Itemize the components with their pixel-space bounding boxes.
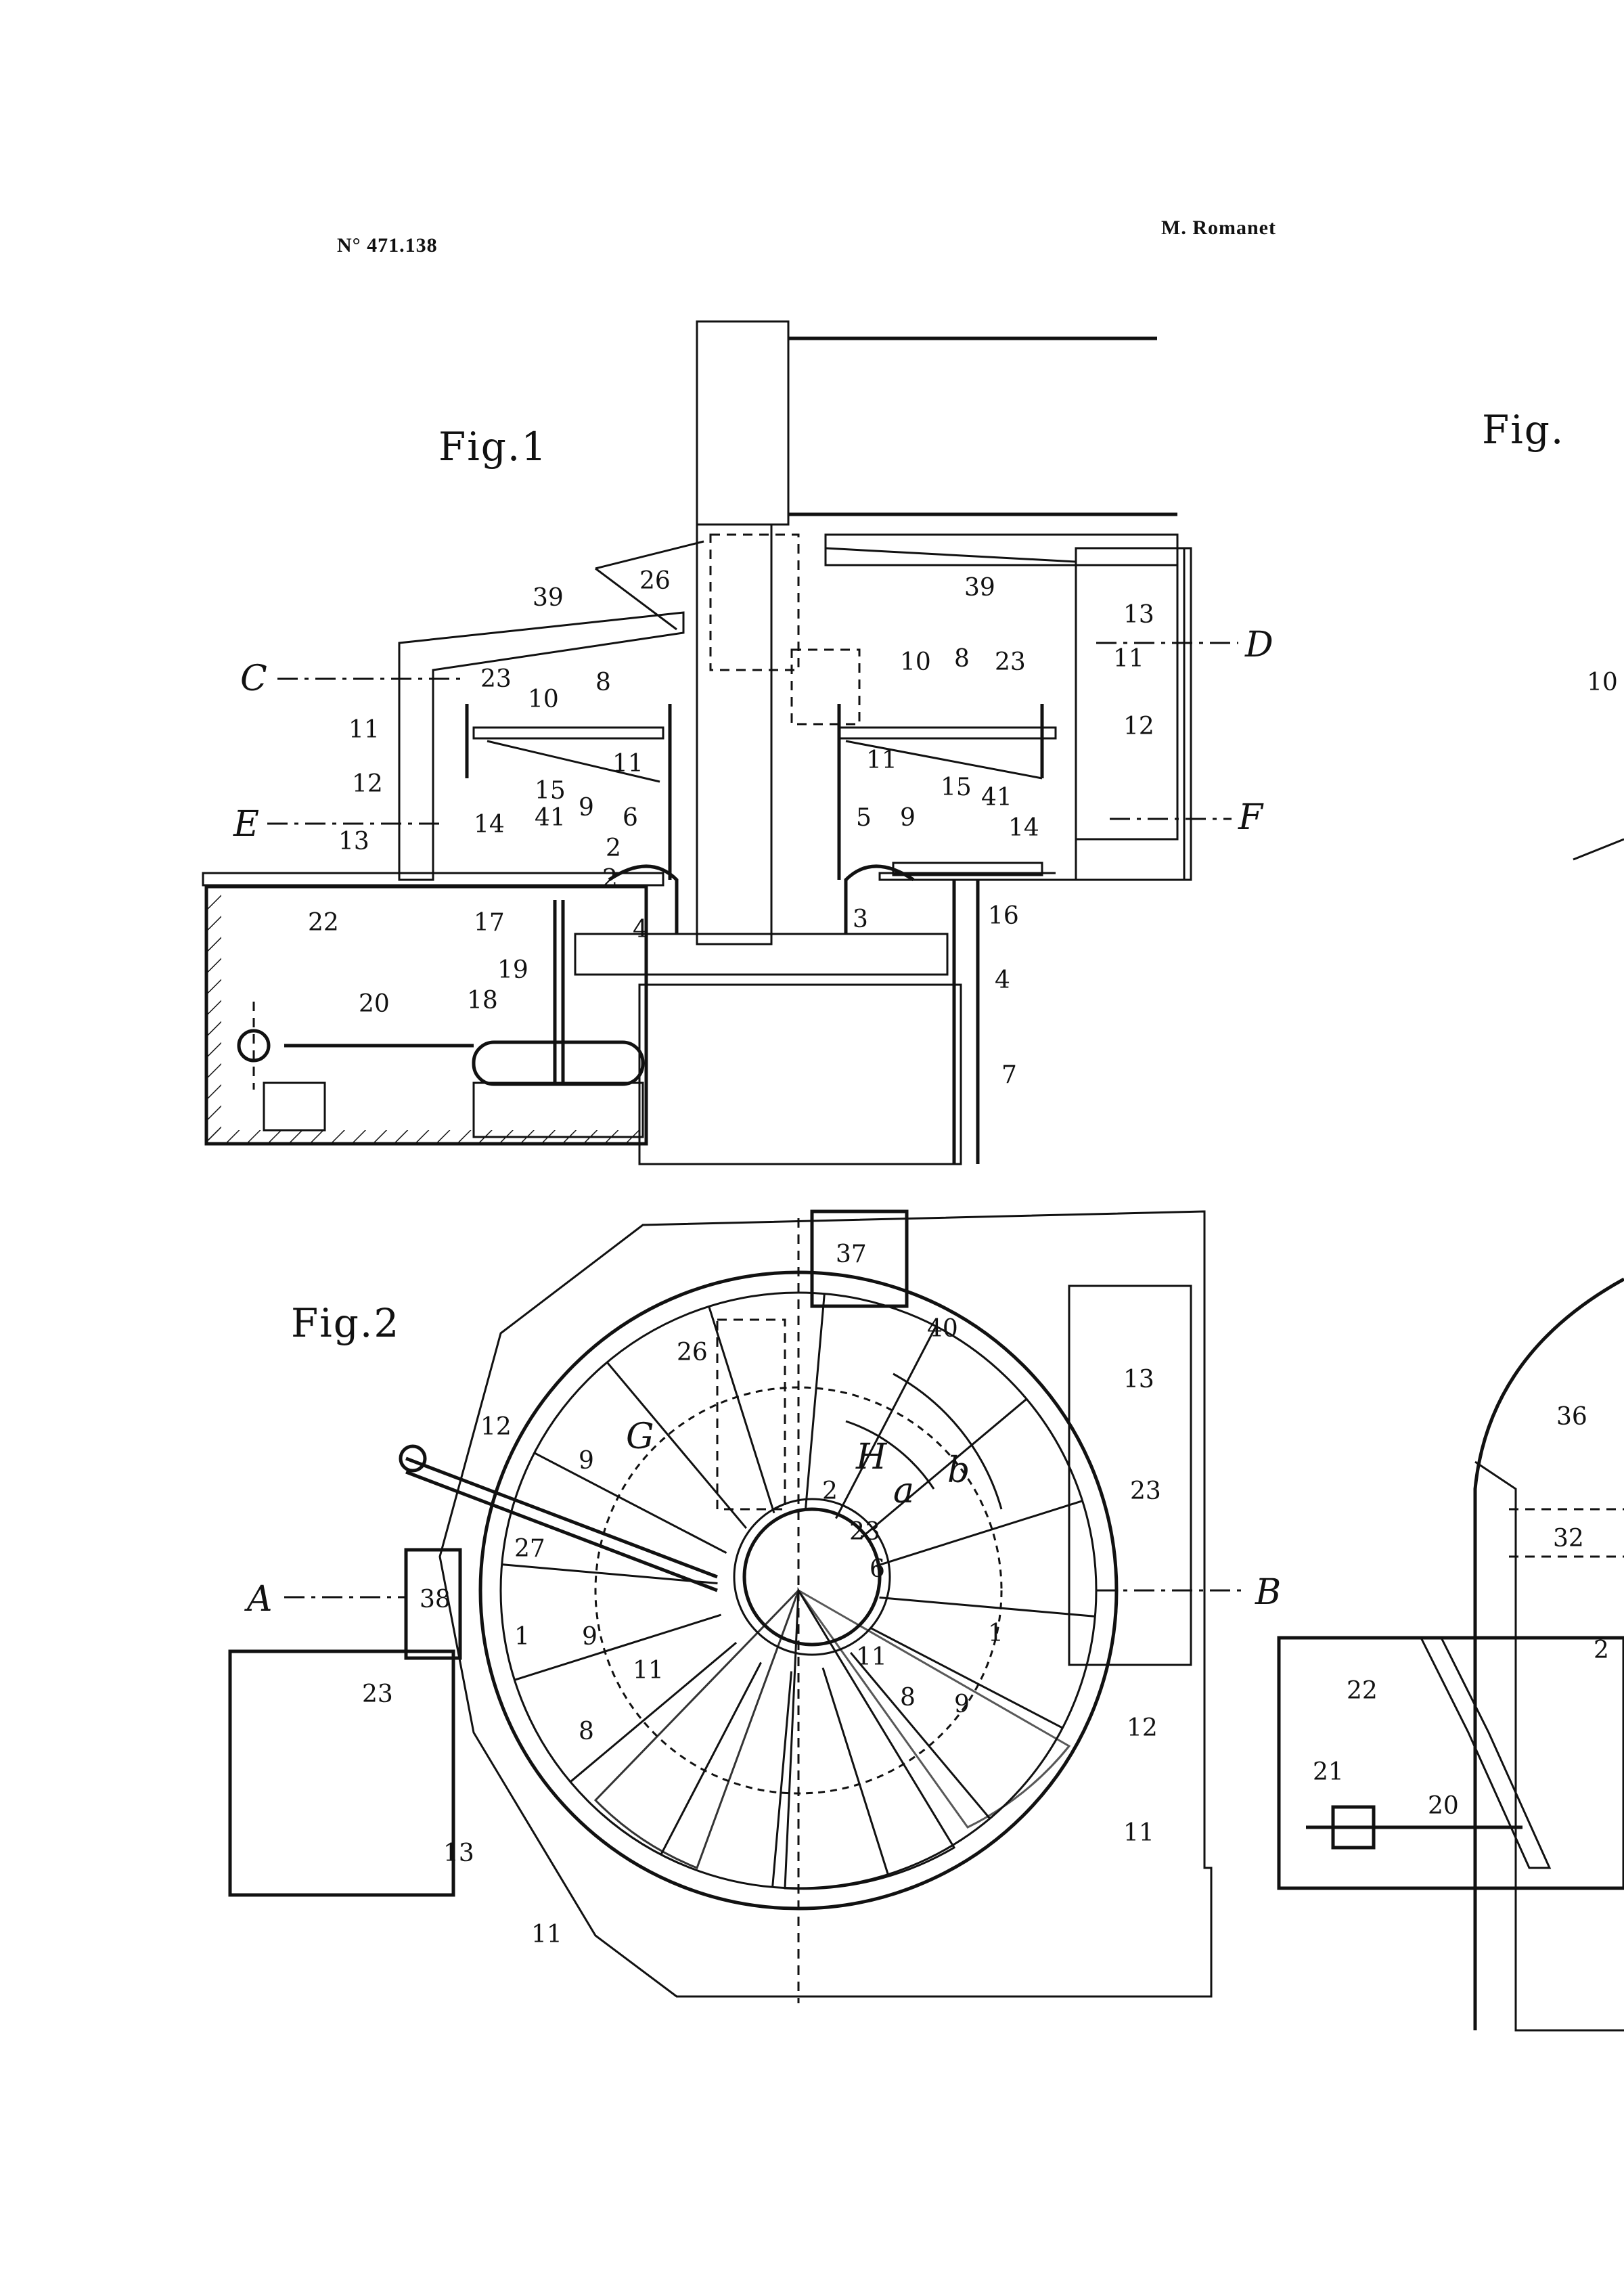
ref-label: 11 [866, 746, 897, 774]
ref-label: 6 [870, 1555, 885, 1583]
sector-divider [502, 1565, 718, 1584]
ref-label: 37 [836, 1241, 867, 1268]
ref-label: 5 [856, 804, 872, 832]
ref-label: 9 [900, 804, 916, 832]
ref-label: 14 [474, 811, 505, 839]
sector-divider [880, 1597, 1096, 1616]
ref-label: 23 [1130, 1477, 1161, 1505]
ref-label: 10 [528, 686, 559, 713]
ref-label: 8 [579, 1718, 594, 1745]
ref-label: 6 [623, 804, 638, 832]
ref-label: 12 [1127, 1714, 1158, 1742]
ref-label: 39 [964, 574, 995, 602]
ref-label: 8 [900, 1684, 916, 1712]
ref-label: 39 [533, 584, 564, 612]
ref-label: 20 [359, 990, 390, 1018]
fig-partial-right: Fig. 10 36 32 22 2 21 20 [1279, 407, 1624, 2030]
ref-label: 3 [853, 906, 868, 933]
ref-label: 20 [1428, 1792, 1459, 1820]
ref-label: 23 [480, 665, 512, 693]
ref-label: 17 [474, 909, 505, 937]
ref-label: 9 [579, 794, 594, 822]
ref-label: 2 [1594, 1636, 1609, 1664]
ref-label: 1 [514, 1623, 530, 1651]
section-letter-d: D [1244, 625, 1273, 665]
ref-label: 10 [1587, 669, 1618, 696]
fig2-plan: Fig.2 A B 37 [230, 1211, 1281, 2003]
fig1-title: Fig.1 [438, 424, 547, 470]
sector-divider [661, 1662, 761, 1854]
ref-label: 9 [582, 1623, 597, 1651]
ref-label: 4 [633, 916, 648, 943]
ref-label: 26 [639, 567, 671, 595]
ref-label: 23 [362, 1680, 393, 1708]
ref-label: 13 [1123, 1366, 1154, 1393]
section-letter-f: F [1238, 797, 1264, 838]
ref-label: 23 [849, 1518, 880, 1546]
section-letter-c: C [240, 659, 267, 699]
ref-label: 11 [856, 1643, 887, 1671]
ref-label: 36 [1556, 1403, 1587, 1431]
ref-label: 40 [927, 1315, 958, 1343]
sector-divider [851, 1653, 990, 1818]
ref-label: 15 [535, 777, 566, 805]
ref-label: 8 [954, 645, 970, 673]
ref-label: 13 [443, 1839, 474, 1867]
ref-label: 2 [606, 834, 621, 862]
partial-fig-title: Fig. [1482, 407, 1564, 453]
section-letter-e: E [233, 804, 259, 845]
ref-label: 9 [954, 1691, 970, 1718]
ref-label: 8 [595, 669, 611, 696]
ref-label: 19 [497, 956, 528, 984]
ref-label: 23 [995, 648, 1026, 676]
ref-label: b [947, 1450, 970, 1491]
ref-label: 11 [1113, 645, 1144, 673]
ref-label: 41 [535, 804, 566, 832]
ref-label: 32 [1553, 1525, 1584, 1553]
ref-label: 13 [1123, 601, 1154, 629]
sector-divider [823, 1668, 888, 1874]
fig2-title: Fig.2 [291, 1300, 400, 1346]
ref-label: 11 [1123, 1819, 1154, 1847]
ref-label: 1 [988, 1620, 1003, 1647]
ref-label: 9 [579, 1447, 594, 1475]
ref-label: 11 [348, 716, 380, 744]
ref-label: 18 [467, 987, 498, 1014]
fig1-section: Fig.1 [203, 321, 1273, 1164]
ref-label: 12 [480, 1413, 512, 1441]
ref-label: 11 [531, 1921, 562, 1948]
sector-divider [709, 1306, 774, 1513]
ref-label: 22 [1347, 1677, 1378, 1705]
ref-label: 41 [981, 784, 1012, 811]
sector-divider [514, 1615, 721, 1680]
ref-label: 21 [1313, 1758, 1344, 1786]
ref-label: 14 [1008, 814, 1039, 842]
ref-label: 10 [900, 648, 931, 676]
ref-label: 2 [822, 1477, 838, 1505]
section-letter-a: A [244, 1579, 273, 1620]
ref-label: a [893, 1471, 914, 1511]
ref-label: 12 [352, 770, 383, 798]
section-letter-b: B [1255, 1572, 1281, 1613]
ref-label: 16 [988, 902, 1019, 930]
ref-label: 13 [338, 828, 369, 855]
ref-label: 15 [941, 774, 972, 801]
ref-label: 4 [995, 966, 1010, 994]
ref-label: 22 [308, 909, 339, 937]
ref-label: 7 [1001, 1061, 1017, 1089]
ref-label: 38 [420, 1586, 451, 1613]
ref-label: 27 [514, 1535, 545, 1563]
ref-label: 2 [602, 865, 618, 893]
sector-divider [535, 1453, 727, 1553]
sector-divider [773, 1672, 792, 1888]
ref-label: G [626, 1416, 654, 1457]
ref-label: 12 [1123, 713, 1154, 740]
ref-label: 26 [677, 1339, 708, 1366]
ref-label: 11 [612, 750, 644, 778]
ref-label: H [855, 1437, 888, 1477]
ref-label: 11 [633, 1657, 664, 1684]
